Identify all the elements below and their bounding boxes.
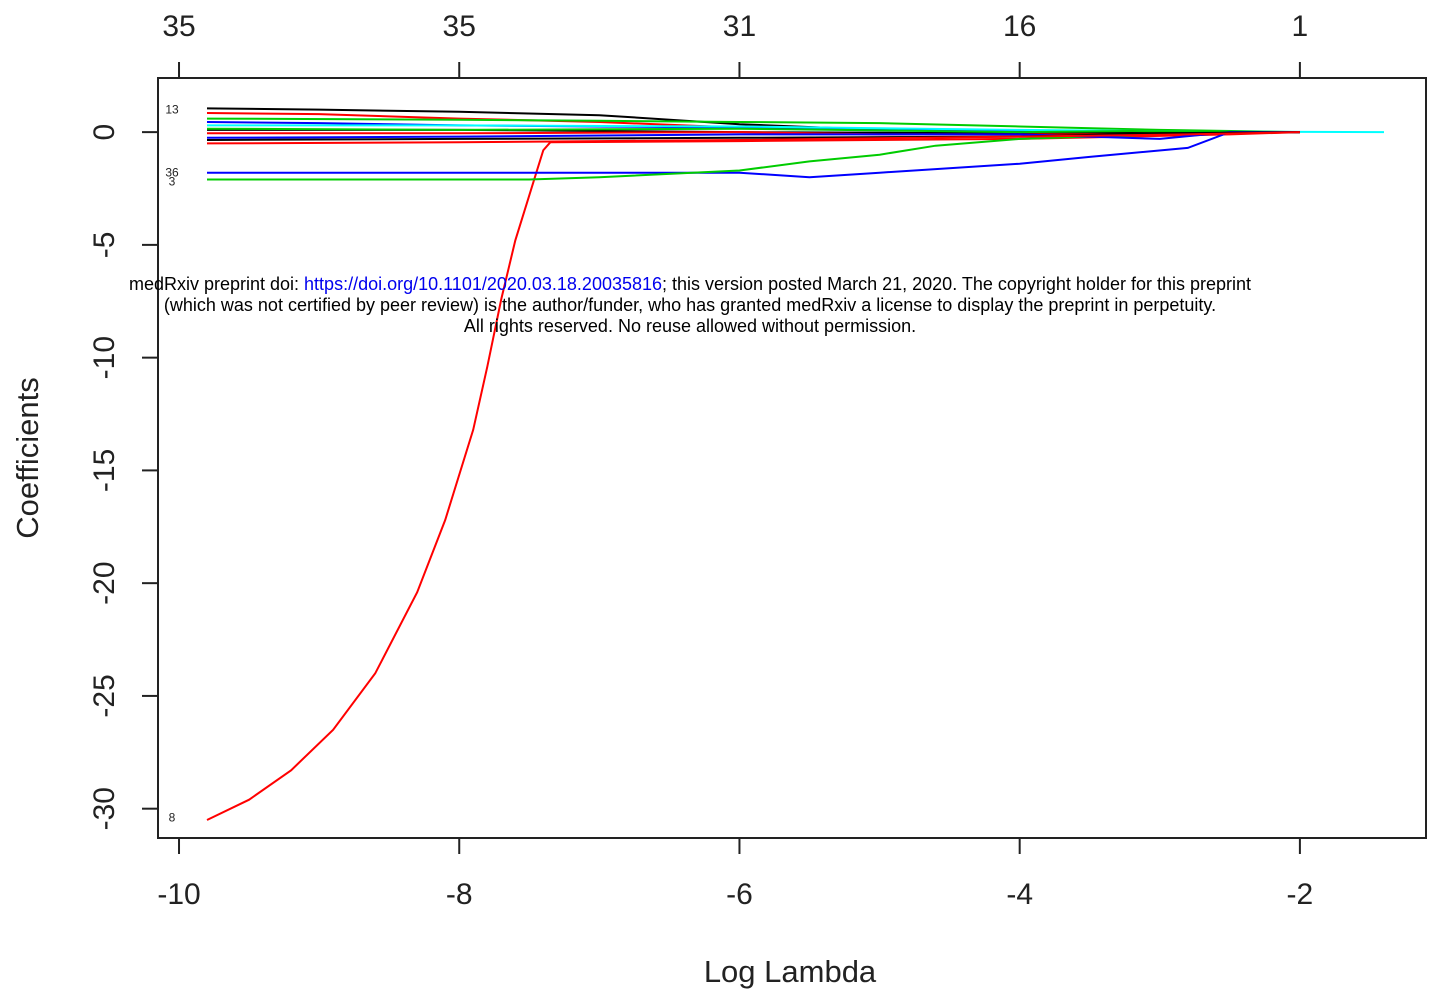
y-tick-label: -10: [88, 336, 121, 379]
notice-line-1: medRxiv preprint doi: https://doi.org/10…: [0, 274, 1380, 295]
y-tick-label: -25: [88, 674, 121, 717]
y-tick-label: -5: [88, 232, 121, 259]
y-tick-label: 0: [88, 124, 121, 141]
y-tick-label: -30: [88, 787, 121, 830]
x-tick-label: -10: [157, 878, 200, 911]
y-tick-label: -20: [88, 561, 121, 604]
y-tick-label: -15: [88, 449, 121, 492]
series-index-label: 13: [165, 103, 179, 117]
series-line-1: [206, 131, 1300, 821]
x-tick-label: -6: [726, 878, 753, 911]
top-axis: 35 35 31 16 1: [162, 10, 1308, 78]
x-tick-label: -2: [1287, 878, 1314, 911]
series-line-10: [206, 127, 1300, 134]
series-line-2: [207, 131, 1300, 179]
top-tick-label: 35: [162, 10, 195, 43]
x-axis: -10 -8 -6 -4 -2: [157, 838, 1313, 911]
notice-line-3: All rights reserved. No reuse allowed wi…: [463, 316, 917, 336]
top-tick-label: 16: [1003, 10, 1036, 43]
notice-suffix: ; this version posted March 21, 2020. Th…: [662, 274, 1252, 294]
series-index-label: 36: [165, 166, 179, 180]
notice-prefix: medRxiv preprint doi:: [128, 274, 305, 294]
plot-box: [157, 77, 1427, 839]
series-index-label: 8: [169, 811, 176, 825]
top-tick-label: 1: [1292, 10, 1309, 43]
top-tick-label: 35: [443, 10, 476, 43]
x-tick-label: -8: [446, 878, 473, 911]
series-layer: [206, 107, 1385, 821]
series-index-label: 3: [169, 175, 176, 189]
x-tick-label: -4: [1006, 878, 1033, 911]
top-tick-label: 31: [723, 10, 756, 43]
doi-link[interactable]: https://doi.org/10.1101/2020.03.18.20035…: [304, 274, 663, 294]
series-line-13: [206, 131, 1300, 141]
y-axis: 0 -5 -10 -15 -20 -25 -30: [88, 124, 158, 830]
series-line-6: [206, 117, 1300, 134]
y-axis-label: Coefficients: [10, 377, 45, 538]
preprint-notice: medRxiv preprint doi: https://doi.org/10…: [0, 274, 1380, 337]
x-axis-label: Log Lambda: [704, 954, 877, 989]
notice-line-2: (which was not certified by peer review)…: [163, 295, 1217, 315]
series-labels: 8 363 13: [165, 103, 179, 825]
series-line-14: [206, 131, 1300, 145]
